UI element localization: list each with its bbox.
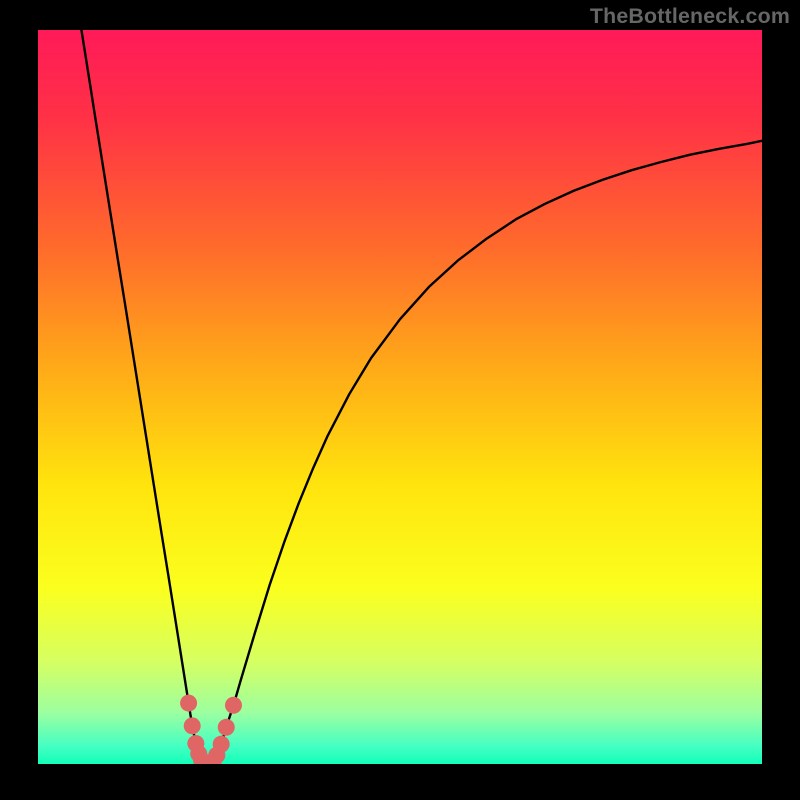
- chart-svg: [0, 0, 800, 800]
- plot-background: [38, 30, 762, 764]
- curve-marker: [213, 736, 230, 753]
- curve-marker: [184, 717, 201, 734]
- curve-marker: [225, 697, 242, 714]
- curve-marker: [180, 695, 197, 712]
- curve-marker: [218, 719, 235, 736]
- attribution-text: TheBottleneck.com: [590, 4, 790, 29]
- stage: TheBottleneck.com: [0, 0, 800, 800]
